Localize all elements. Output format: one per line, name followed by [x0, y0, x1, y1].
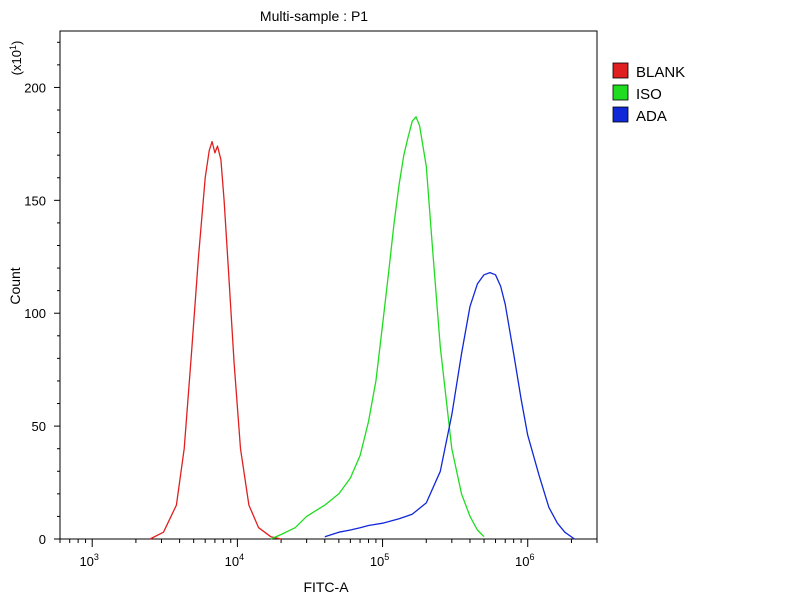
x-tick-label: 106: [515, 552, 534, 569]
legend-label-iso: ISO: [636, 86, 662, 103]
y-tick-label: 200: [24, 80, 46, 95]
x-tick-label: 104: [225, 552, 244, 569]
x-tick-label: 105: [370, 552, 389, 569]
x-axis-ticks: 103 104 105 106: [59, 539, 598, 569]
x-axis-label: FITC-A: [303, 579, 349, 595]
chart-title: Multi-sample : P1: [260, 8, 368, 24]
y-tick-label: 100: [24, 306, 46, 321]
y-tick-label: 0: [39, 532, 46, 547]
legend: BLANK ISO ADA: [612, 62, 685, 125]
legend-swatch-ada: [612, 106, 629, 123]
y-axis-ticks: 0 50 100 150 200: [24, 41, 60, 547]
x-tick-label: 103: [79, 552, 98, 569]
y-axis-label: Count: [7, 267, 23, 304]
plot-frame: [59, 30, 598, 540]
series-line-iso: [270, 116, 485, 540]
series-curves: [149, 116, 575, 540]
legend-swatch-blank: [612, 62, 629, 79]
series-line-ada: [324, 271, 575, 540]
y-tick-label: 50: [32, 419, 46, 434]
y-tick-label: 150: [24, 193, 46, 208]
y-multiplier-label: (x101): [8, 41, 24, 76]
legend-label-blank: BLANK: [636, 64, 685, 81]
series-line-blank: [149, 140, 282, 540]
legend-label-ada: ADA: [636, 108, 667, 125]
legend-swatch-iso: [612, 84, 629, 101]
